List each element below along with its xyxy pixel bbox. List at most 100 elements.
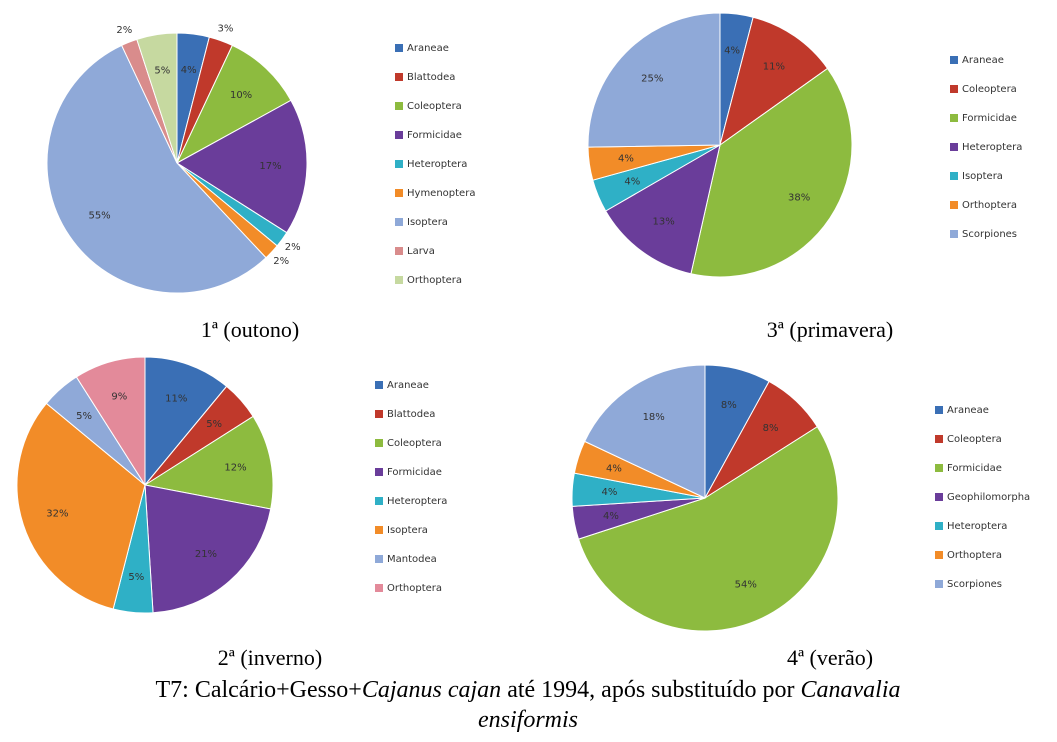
legend-label: Orthoptera — [387, 583, 442, 594]
legend-label: Orthoptera — [947, 550, 1002, 561]
slice-label: 25% — [641, 73, 663, 84]
slice-label: 10% — [230, 90, 252, 101]
legend-label: Heteroptera — [947, 521, 1007, 532]
caption-line-2: ensiformis — [478, 707, 578, 733]
legend-swatch — [395, 160, 403, 168]
slice-label: 54% — [735, 580, 757, 591]
slice-label: 4% — [618, 154, 634, 165]
legend-swatch — [375, 410, 383, 418]
chart-title: 3ª (primavera) — [767, 317, 893, 342]
legend-swatch — [375, 526, 383, 534]
slice-label: 11% — [165, 393, 187, 404]
slice-label: 13% — [653, 217, 675, 228]
legend-label: Scorpiones — [962, 229, 1017, 240]
pie-slice — [587, 12, 721, 148]
legend-swatch — [950, 172, 958, 180]
legend-label: Formicidae — [387, 467, 442, 478]
legend-swatch — [375, 468, 383, 476]
legend-swatch — [935, 406, 943, 414]
pie-slice — [136, 32, 178, 164]
chart-title: 1ª (outono) — [201, 317, 299, 342]
slice-label: 11% — [763, 62, 785, 73]
legend-label: Coleoptera — [387, 438, 442, 449]
slice-label: 38% — [788, 193, 810, 204]
slice-label: 17% — [259, 161, 281, 172]
legend-swatch — [375, 381, 383, 389]
legend-label: Scorpiones — [947, 579, 1002, 590]
legend-label: Coleoptera — [407, 101, 462, 112]
legend-label: Formicidae — [962, 113, 1017, 124]
legend-label: Orthoptera — [407, 275, 462, 286]
pie-slice — [144, 484, 272, 614]
legend-swatch — [950, 201, 958, 209]
legend-label: Isoptera — [407, 217, 448, 228]
legend-label: Isoptera — [387, 525, 428, 536]
legend-label: Orthoptera — [962, 200, 1017, 211]
legend-swatch — [935, 464, 943, 472]
legend-label: Blattodea — [407, 72, 455, 83]
slice-label: 4% — [606, 463, 622, 474]
slice-label: 4% — [603, 511, 619, 522]
slice-label: 32% — [46, 508, 68, 519]
caption-part: até 1994, após substituído por — [501, 677, 800, 703]
slice-label: 8% — [721, 400, 737, 411]
legend-swatch — [375, 584, 383, 592]
legend-swatch — [935, 435, 943, 443]
chart-title: 2ª (inverno) — [218, 645, 322, 670]
slice-label: 55% — [88, 211, 110, 222]
slice-label: 2% — [273, 256, 289, 267]
chart-title: 4ª (verão) — [787, 645, 873, 670]
pie-slice — [144, 356, 228, 487]
legend-label: Geophilomorpha — [947, 492, 1030, 503]
pie-slice — [176, 99, 308, 234]
pie-slice — [75, 356, 146, 487]
pie-slice — [143, 415, 274, 510]
legend-label: Coleoptera — [947, 434, 1002, 445]
slice-label: 8% — [763, 423, 779, 434]
pie-slice — [16, 402, 146, 610]
legend-swatch — [395, 247, 403, 255]
legend-swatch — [950, 85, 958, 93]
legend-swatch — [375, 497, 383, 505]
legend-label: Araneae — [962, 55, 1004, 66]
legend-label: Hymenoptera — [407, 188, 475, 199]
legend-label: Isoptera — [962, 171, 1003, 182]
legend-label: Formicidae — [947, 463, 1002, 474]
slice-label: 18% — [643, 412, 665, 423]
legend-swatch — [395, 44, 403, 52]
legend-swatch — [395, 102, 403, 110]
legend-label: Heteroptera — [387, 496, 447, 507]
legend-swatch — [395, 218, 403, 226]
legend-label: Formicidae — [407, 130, 462, 141]
pie-slice — [46, 44, 267, 294]
pie-slice — [605, 143, 721, 275]
caption: T7: Calcário+Gesso+Cajanus cajan até 199… — [155, 677, 900, 703]
slice-label: 4% — [624, 177, 640, 188]
pie-slice — [690, 67, 853, 278]
slice-label: 12% — [224, 463, 246, 474]
legend-swatch — [395, 131, 403, 139]
legend-label: Mantodea — [387, 554, 437, 565]
slice-label: 5% — [76, 411, 92, 422]
slice-label: 4% — [181, 65, 197, 76]
legend-swatch — [935, 580, 943, 588]
legend-swatch — [950, 143, 958, 151]
pie-slice — [719, 16, 829, 147]
legend-label: Blattodea — [387, 409, 435, 420]
legend-swatch — [375, 555, 383, 563]
pie-slice — [583, 364, 706, 499]
legend-label: Heteroptera — [407, 159, 467, 170]
pie-slice — [175, 44, 292, 165]
legend-swatch — [935, 522, 943, 530]
caption-part: Canavalia — [801, 677, 901, 703]
slice-label: 5% — [154, 66, 170, 77]
legend-swatch — [395, 189, 403, 197]
slice-label: 4% — [601, 487, 617, 498]
slice-label: 5% — [128, 572, 144, 583]
slice-label: 21% — [195, 549, 217, 560]
legend-label: Larva — [407, 246, 435, 257]
legend-swatch — [950, 56, 958, 64]
legend-label: Araneae — [947, 405, 989, 416]
slice-label: 3% — [218, 23, 234, 34]
